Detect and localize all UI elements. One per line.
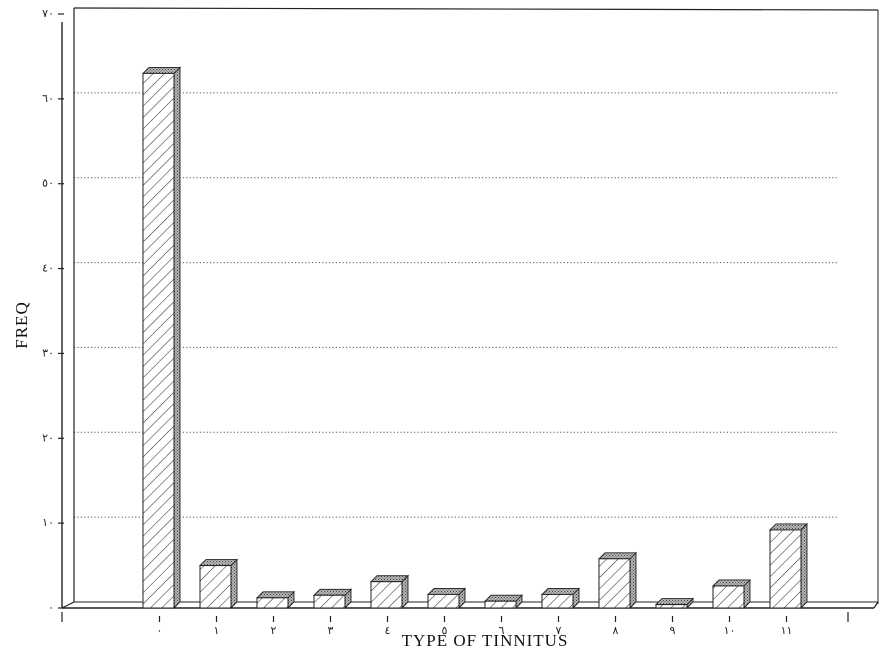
bar <box>313 594 346 609</box>
y-tick-label: ٢٠ <box>42 431 54 444</box>
x-tick-label: ٨ <box>613 624 619 637</box>
plot-frame <box>61 7 879 609</box>
bar-side <box>173 66 181 610</box>
bar-top <box>426 587 467 595</box>
bar-top <box>597 552 638 560</box>
bar <box>199 565 232 609</box>
bar-side <box>800 522 808 610</box>
y-tick-label: ٦٠ <box>42 92 54 105</box>
bar <box>655 604 688 609</box>
x-tick-label: ٥ <box>442 624 448 637</box>
bar <box>427 593 460 609</box>
y-tick-label: ٤٠ <box>42 262 54 275</box>
x-tick-label: ٣ <box>328 624 334 637</box>
x-tick-label: ٩ <box>670 624 676 637</box>
bar-top <box>711 579 752 587</box>
bars <box>141 66 809 610</box>
bar-top <box>768 523 809 531</box>
x-tick-label: ٠ <box>157 624 163 637</box>
bar-top <box>483 594 524 602</box>
bar-top <box>141 66 182 74</box>
y-tick-label: ٧٠ <box>42 7 54 20</box>
bar <box>256 597 289 609</box>
bar <box>598 558 631 609</box>
bar <box>769 529 802 609</box>
bar-top <box>312 588 353 596</box>
y-tick-label: ٥٠ <box>42 177 54 190</box>
bar <box>142 72 175 609</box>
bar-top <box>255 591 296 599</box>
bar-top <box>198 559 239 567</box>
x-tick-label: ٦ <box>499 624 505 637</box>
bar-top <box>654 598 695 606</box>
x-tick-label: ١٠ <box>724 624 736 637</box>
bar <box>370 581 403 609</box>
y-tick-label: ٣٠ <box>42 346 54 359</box>
grid-lines <box>74 92 838 518</box>
bar-top <box>369 575 410 583</box>
x-tick-label: ١١ <box>781 624 793 637</box>
y-axis-label: FREQ <box>12 301 31 348</box>
bar <box>484 600 517 609</box>
floor-left-edge <box>61 601 75 609</box>
x-tick-label: ٧ <box>556 624 562 637</box>
bar-side <box>230 558 238 610</box>
x-axis-label: TYPE OF TINNITUS <box>402 631 569 650</box>
floor-right-edge <box>873 601 879 609</box>
bar-top <box>540 587 581 595</box>
x-tick-label: ٢ <box>271 624 277 637</box>
back-wall-top-edge <box>73 7 879 11</box>
x-tick-label: ١ <box>214 624 220 637</box>
x-axis-ticks: ٠ ١ ٢ ٣ ٤ ٥ ٦ ٧ ٨ ٩ ١٠ ١١ <box>61 612 849 637</box>
y-tick-label: ١٠ <box>42 516 54 529</box>
x-tick-label: ٤ <box>385 624 391 637</box>
bar-side <box>629 551 637 610</box>
bar <box>712 585 745 609</box>
y-axis-ticks: ٠ ١٠ ٢٠ ٣٠ ٤٠ ٥٠ ٦٠ ٧٠ <box>42 7 64 614</box>
bar <box>541 593 574 609</box>
y-tick-label: ٠ <box>48 601 54 614</box>
